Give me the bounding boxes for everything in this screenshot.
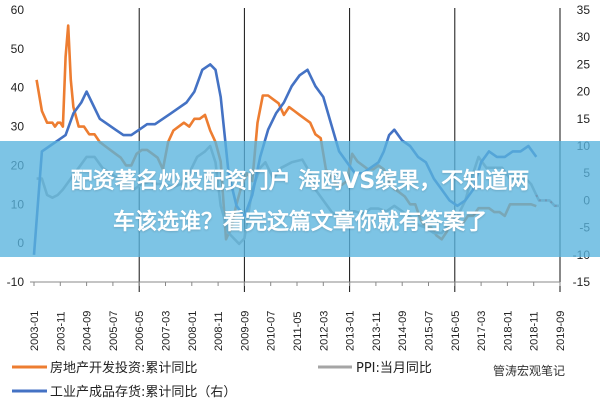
x-tick-label: 2014-09 bbox=[397, 311, 409, 351]
left-tick-label: 40 bbox=[11, 81, 25, 95]
x-tick-label: 2008-11 bbox=[213, 311, 225, 351]
x-tick-label: 2004-09 bbox=[82, 311, 94, 351]
x-tick-label: 2009-09 bbox=[239, 311, 251, 351]
x-tick-label: 2016-05 bbox=[450, 311, 462, 351]
x-tick-label: 2005-07 bbox=[108, 311, 120, 351]
x-tick-label: 2007-03 bbox=[161, 311, 173, 351]
left-tick-label: 30 bbox=[11, 120, 25, 134]
left-tick-label: 60 bbox=[11, 3, 25, 17]
x-tick-label: 2013-11 bbox=[371, 311, 383, 351]
watermark-label: 管涛宏观笔记 bbox=[490, 361, 569, 380]
right-tick-label: 30 bbox=[577, 30, 591, 44]
x-tick-label: 2011-05 bbox=[292, 311, 304, 351]
right-tick-label: 15 bbox=[577, 112, 591, 126]
x-tick-label: 2018-01 bbox=[502, 311, 514, 351]
x-tick-label: 2019-09 bbox=[555, 311, 567, 351]
legend-label-ppi: PPI:当月同比 bbox=[356, 361, 432, 376]
legend: 房地产开发投资:累计同比 PPI:当月同比 工业产成品存货:累计同比（右） bbox=[12, 360, 432, 400]
x-tick-label: 2012-03 bbox=[318, 311, 330, 351]
right-tick-label: -15 bbox=[573, 275, 591, 289]
x-tick-label: 2008-01 bbox=[187, 311, 199, 351]
x-axis-ticks: 2003-01 2003-11 2004-09 2005-07 2006-05 2007-… bbox=[29, 282, 567, 351]
legend-label-inventory: 工业产成品存货:累计同比（右） bbox=[50, 384, 236, 400]
x-tick-label: 2015-07 bbox=[424, 311, 436, 351]
right-tick-label: 25 bbox=[577, 57, 591, 71]
banner-headline-line-1: 配资著名炒股配资门户 海鸥VS缤果，不知道两 bbox=[70, 169, 530, 194]
x-tick-label: 2010-07 bbox=[266, 311, 278, 351]
right-tick-label: 35 bbox=[577, 3, 591, 17]
right-tick-label: 20 bbox=[577, 85, 591, 99]
x-tick-label: 2013-01 bbox=[345, 311, 357, 351]
x-tick-label: 2018-11 bbox=[529, 311, 541, 351]
overlay-banner bbox=[0, 141, 600, 257]
x-tick-label: 2003-11 bbox=[55, 311, 67, 351]
x-tick-label: 2017-03 bbox=[476, 311, 488, 351]
legend-label-investment: 房地产开发投资:累计同比 bbox=[50, 360, 197, 376]
x-tick-label: 2003-01 bbox=[29, 311, 41, 351]
left-tick-label: -10 bbox=[7, 275, 25, 289]
x-tick-label: 2006-05 bbox=[134, 311, 146, 351]
banner-headline-line-2: 车该选谁？看完这篇文章你就有答案了 bbox=[112, 210, 487, 235]
left-tick-label: 50 bbox=[11, 42, 25, 56]
